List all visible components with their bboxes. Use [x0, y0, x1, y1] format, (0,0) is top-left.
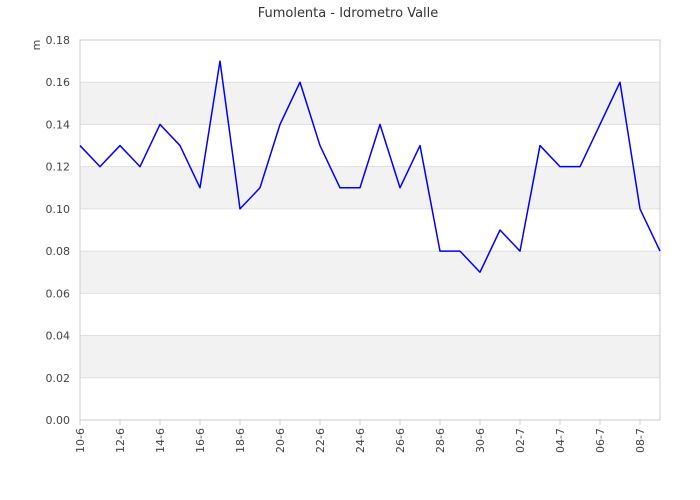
- x-tick-label: 26-6: [394, 428, 407, 453]
- y-tick-label: 0.00: [46, 414, 71, 427]
- y-tick-label: 0.08: [46, 245, 71, 258]
- grid-band: [80, 251, 660, 294]
- series-layer: [79, 60, 661, 273]
- x-tick-label: 14-6: [154, 428, 167, 453]
- series-line: [79, 60, 661, 273]
- plot-bands: [80, 82, 660, 378]
- y-tick-label: 0.14: [46, 118, 71, 131]
- x-tick-label: 12-6: [114, 428, 127, 453]
- y-tick-label: 0.04: [46, 330, 71, 343]
- x-tick-label: 30-6: [474, 428, 487, 453]
- y-tick-label: 0.06: [46, 287, 71, 300]
- y-tick-label: 0.16: [46, 76, 71, 89]
- y-tick-label: 0.02: [46, 372, 71, 385]
- plot-frame: [79, 39, 661, 421]
- x-tick-label: 22-6: [314, 428, 327, 453]
- grid-band: [80, 335, 660, 378]
- x-tick-label: 10-6: [74, 428, 87, 453]
- x-tick-label: 16-6: [194, 428, 207, 453]
- chart-title: Fumolenta - Idrometro Valle: [258, 6, 439, 21]
- x-tick-label: 24-6: [354, 428, 367, 453]
- grid-band: [80, 82, 660, 125]
- y-tick-label: 0.12: [46, 161, 71, 174]
- x-tick-label: 08-7: [634, 428, 647, 453]
- y-tick-label: 0.10: [46, 203, 71, 216]
- y-axis-label: m: [30, 40, 43, 51]
- x-tick-label: 06-7: [594, 428, 607, 453]
- x-tick-label: 04-7: [554, 428, 567, 453]
- x-tick-label: 20-6: [274, 428, 287, 453]
- x-tick-label: 18-6: [234, 428, 247, 453]
- grid-band: [80, 166, 660, 209]
- x-tick-label: 02-7: [514, 428, 527, 453]
- y-ticks: 0.00 0.02 0.04 0.06 0.08 0.10 0.12 0.14 0.16 0.18: [46, 34, 71, 427]
- y-tick-label: 0.18: [46, 34, 71, 47]
- x-ticks: 10-6 12-6 14-6 16-6 18-6 20-6 22-6 24-6 26-6 28-6…: [74, 420, 647, 453]
- x-tick-label: 28-6: [434, 428, 447, 453]
